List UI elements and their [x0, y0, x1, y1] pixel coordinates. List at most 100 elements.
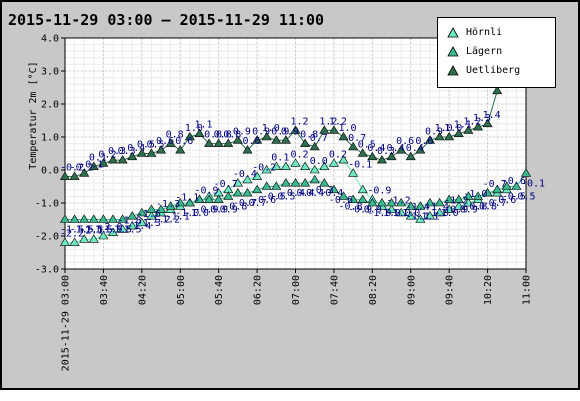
data-label-uetliberg: 1.2 [329, 116, 347, 127]
data-label-hornli: -0.9 [367, 186, 391, 197]
data-label-uetliberg: 1.2 [463, 116, 481, 127]
data-point-uetliberg [280, 135, 291, 144]
data-label-hornli: -0.7 [214, 179, 238, 190]
data-point-hornli [117, 224, 128, 233]
data-point-uetliberg [415, 145, 426, 154]
data-label-lagern: -1.0 [185, 208, 209, 219]
data-label-lagern: -0.7 [233, 198, 257, 209]
data-label-lagern: -1.4 [127, 221, 151, 232]
data-label-hornli: -0.2 [252, 163, 276, 174]
data-label-hornli: -0.7 [483, 179, 507, 190]
plot-border [64, 37, 527, 270]
x-tick-label: 11:00 [522, 275, 533, 305]
data-point-lagern [127, 211, 138, 220]
data-point-hornli [309, 164, 320, 174]
data-label-hornli: -2.2 [60, 229, 84, 240]
x-tick-label: 06:20 [253, 275, 264, 305]
data-label-uetliberg: 0.9 [425, 126, 443, 137]
data-point-uetliberg [492, 85, 503, 95]
data-point-uetliberg [204, 138, 215, 147]
data-label-lagern: -0.9 [454, 205, 478, 216]
data-point-lagern [348, 194, 359, 203]
data-label-uetliberg: 0.7 [348, 133, 366, 144]
data-label-uetliberg: 0.8 [223, 130, 241, 141]
data-label-hornli: -1.1 [175, 192, 199, 203]
data-label-lagern: -0.8 [473, 201, 497, 212]
data-point-hornli [59, 237, 71, 246]
data-point-hornli [444, 204, 455, 213]
data-point-uetliberg [300, 138, 311, 147]
data-label-lagern: -0.9 [214, 205, 238, 216]
data-label-lagern: -0.8 [339, 201, 363, 212]
data-point-lagern [396, 197, 407, 207]
data-point-lagern [492, 184, 503, 194]
data-point-uetliberg [472, 122, 484, 131]
data-label-uetliberg: 0.9 [281, 126, 299, 137]
data-point-uetliberg [223, 138, 234, 147]
data-point-hornli [79, 234, 90, 243]
data-label-lagern: -1.5 [89, 225, 113, 236]
data-point-lagern [328, 184, 339, 194]
data-label-uetliberg: 1.3 [473, 113, 491, 124]
data-point-uetliberg [117, 155, 128, 164]
data-point-hornli [271, 161, 282, 170]
data-point-hornli [88, 234, 99, 243]
data-label-uetliberg: 0.3 [118, 146, 136, 157]
data-label-uetliberg: 0.3 [377, 146, 395, 157]
data-point-uetliberg [482, 118, 493, 128]
data-point-lagern [405, 201, 416, 210]
data-point-hornli [434, 207, 445, 217]
data-label-hornli: -2.0 [98, 222, 122, 233]
x-tick-label: 10:20 [483, 275, 494, 305]
data-point-hornli [424, 211, 435, 220]
data-label-lagern: -1.0 [377, 208, 401, 219]
x-tick-label: 2015-11-29 03:00 [61, 275, 72, 371]
data-label-uetliberg: 0.6 [175, 136, 193, 147]
data-point-uetliberg [59, 171, 71, 180]
y-tick-label: -1.0 [35, 199, 59, 210]
data-label-hornli: -0.6 [502, 176, 526, 187]
data-point-lagern [79, 214, 90, 223]
data-point-lagern [261, 181, 272, 190]
data-point-hornli [300, 161, 311, 170]
x-tick-label: 03:40 [99, 275, 110, 305]
x-tick-label: 09:00 [406, 275, 417, 305]
data-label-uetliberg: 1.0 [444, 123, 462, 134]
data-label-uetliberg: 0.5 [137, 140, 155, 151]
data-label-lagern: -1.1 [406, 211, 430, 222]
data-label-lagern: -0.4 [319, 188, 343, 199]
data-label-hornli: -1.3 [156, 199, 180, 210]
data-label-lagern: -1.1 [166, 211, 190, 222]
data-label-lagern: -0.6 [252, 195, 276, 206]
data-point-hornli [232, 178, 243, 187]
data-label-uetliberg: 1.2 [291, 116, 309, 127]
data-point-hornli [146, 211, 157, 220]
data-point-lagern [223, 191, 234, 200]
data-label-hornli: -0.1 [348, 159, 372, 170]
legend-label-lagern: Lägern [466, 46, 503, 57]
data-label-hornli: -1.0 [463, 189, 487, 200]
data-point-lagern [232, 188, 243, 197]
data-label-uetliberg: 0.7 [310, 133, 328, 144]
data-point-uetliberg [79, 168, 90, 177]
data-point-lagern [357, 194, 368, 203]
data-label-uetliberg: 1.2 [319, 116, 337, 127]
data-label-uetliberg: 0.3 [108, 146, 126, 157]
data-point-lagern [472, 191, 484, 200]
data-point-uetliberg [376, 155, 387, 164]
data-point-lagern [146, 204, 157, 213]
data-label-uetliberg: 0.4 [406, 143, 424, 154]
data-point-uetliberg [434, 131, 445, 141]
data-label-uetliberg: 0.4 [127, 143, 145, 154]
data-point-lagern [242, 188, 253, 197]
y-tick-label: 4.0 [41, 34, 59, 45]
data-label-uetliberg: 0.8 [214, 130, 232, 141]
data-point-lagern [367, 197, 378, 207]
data-label-uetliberg: 0.9 [233, 126, 251, 137]
data-label-hornli: -1.6 [137, 209, 161, 220]
data-label-hornli: -1.2 [387, 196, 411, 207]
data-point-uetliberg [232, 135, 243, 144]
data-point-lagern [415, 201, 426, 210]
data-point-hornli [136, 217, 147, 227]
data-point-uetliberg [107, 155, 119, 164]
